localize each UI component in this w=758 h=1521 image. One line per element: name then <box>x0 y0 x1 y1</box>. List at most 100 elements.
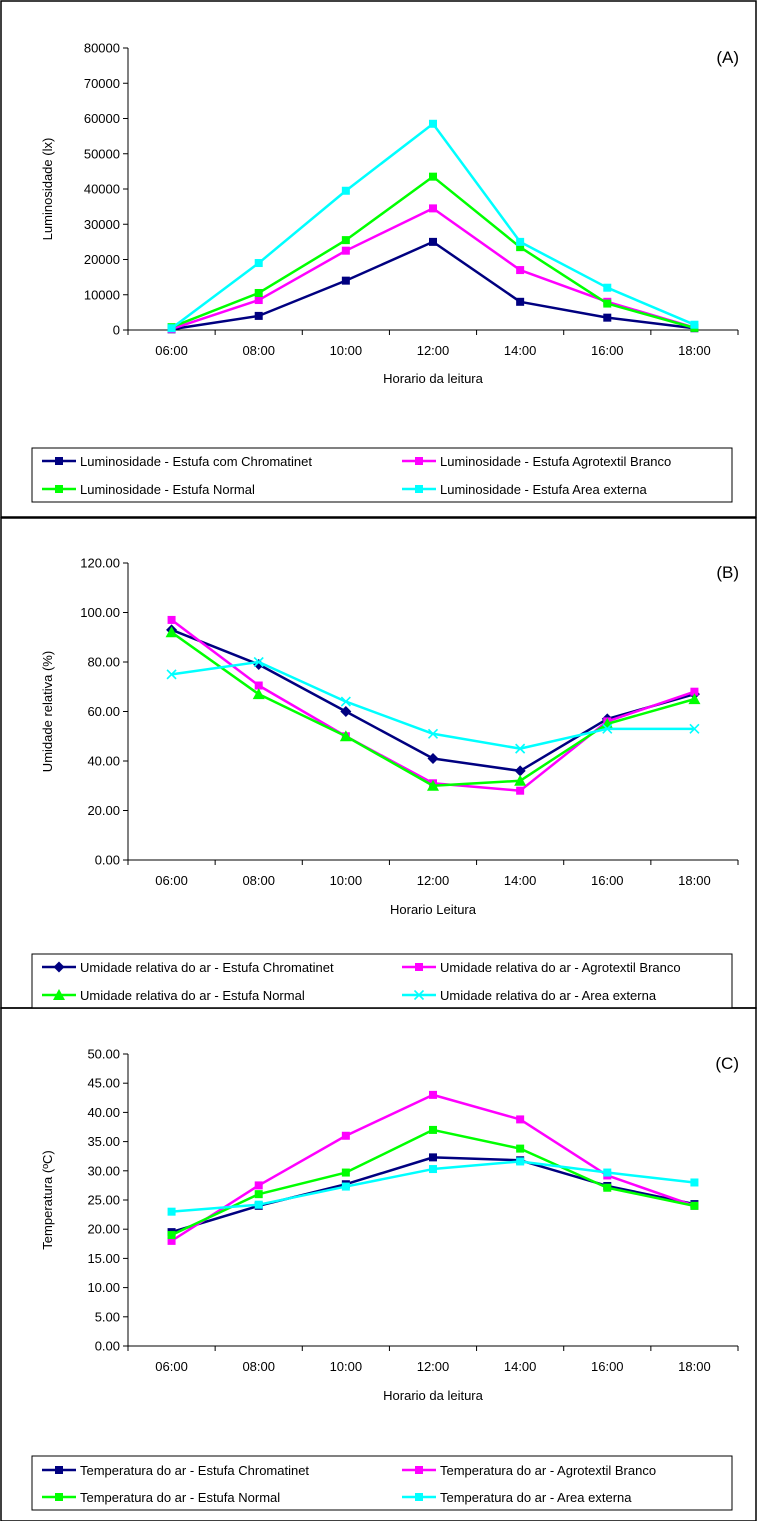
panel-c: 0.00 5.00 10.00 15.00 20.00 25.00 30.00 35.00 40… <box>0 1007 757 1521</box>
panel-0-y-tick-label: 70000 <box>84 76 120 91</box>
panel-1-series-3-point <box>166 669 177 680</box>
panel-2-y-tick-label: 15.00 <box>87 1251 120 1266</box>
panel-2-x-tick-label: 10:00 <box>330 1359 363 1374</box>
panel-0-series-3-point <box>603 283 612 292</box>
panel-0-y-tick-label: 50000 <box>84 146 120 161</box>
panel-1-y-axis-title: Umidade relativa (%) <box>40 651 55 772</box>
panel-1-y-tick-label: 120.00 <box>80 556 120 571</box>
panel-0-series-0-point <box>341 276 350 285</box>
panel-0-legend-box <box>31 447 733 503</box>
panel-1-y-tick-label: 100.00 <box>80 605 120 620</box>
panel-0-series-2-point <box>603 299 612 308</box>
panel-1-x-tick-label: 06:00 <box>155 873 188 888</box>
panel-0-series-3-point <box>429 119 437 128</box>
panel-2-y-tick-label: 40.00 <box>87 1105 120 1120</box>
panel-0-legend-marker-0 <box>55 457 63 465</box>
panel-1-series-0-point <box>340 706 352 717</box>
panel-2-series-3-point <box>603 1168 612 1177</box>
panel-2-x-tick-label: 12:00 <box>417 1359 450 1374</box>
panel-2-y-tick-label: 50.00 <box>87 1047 120 1062</box>
panel-0-legend-label-2: Luminosidade - Estufa Normal <box>80 482 255 497</box>
panel-1-series-3-line <box>171 660 695 750</box>
panel-0-y-tick-label: 60000 <box>84 111 120 126</box>
panel-0-panel-label: (A) <box>716 48 739 67</box>
panel-0-y-tick-label: 80000 <box>84 41 120 56</box>
panel-1-legend-box <box>31 953 733 1009</box>
panel-0-x-tick-label: 08:00 <box>242 343 275 358</box>
panel-2-x-tick-label: 14:00 <box>504 1359 537 1374</box>
panel-1-series-3-point <box>340 696 351 707</box>
panel-2-series-1-point <box>254 1181 263 1190</box>
panel-2-x-tick-label: 08:00 <box>242 1359 275 1374</box>
panel-0-series-3-point <box>516 237 525 246</box>
panel-1-y-tick-label: 40.00 <box>87 754 120 769</box>
panel-1-series-0-point <box>427 753 439 765</box>
panel-2-y-tick-label: 20.00 <box>87 1222 120 1237</box>
panel-2-y-tick-label: 30.00 <box>87 1163 120 1178</box>
panel-b: 0.00 20.00 40.00 60.00 80.00 100.00 120.00 06:0… <box>0 517 757 1009</box>
panel-2-series-2-line <box>171 1128 695 1237</box>
panel-1-x-tick-label: 14:00 <box>504 873 537 888</box>
panel-1-series-0-line <box>171 628 695 773</box>
panel-0-series-2-point <box>341 236 350 245</box>
panel-1-series-2-point <box>514 774 527 786</box>
panel-2-series-3-point <box>516 1157 525 1166</box>
panel-2-legend-marker-1 <box>415 1466 423 1474</box>
panel-2-y-tick-label: 5.00 <box>95 1309 120 1324</box>
panel-2-legend-box <box>31 1455 733 1511</box>
panel-2-legend-label-3: Temperatura do ar - Area externa <box>440 1490 632 1505</box>
panel-0-series-1-point <box>254 296 263 305</box>
panel-1-y-tick-label: 20.00 <box>87 803 120 818</box>
panel-2-legend-marker-0 <box>55 1466 63 1474</box>
panel-2-series-1-point <box>516 1115 525 1124</box>
panel-2-series-2-point <box>167 1231 176 1240</box>
panel-0-y-tick-label: 0 <box>113 323 120 338</box>
panel-1-legend-label-3: Umidade relativa do ar - Area externa <box>440 988 657 1003</box>
panel-0-series-1-point <box>341 246 350 255</box>
panel-1-series-2-point <box>427 779 439 791</box>
panel-1-legend-marker-3 <box>413 989 425 1001</box>
panel-1-series-3-point <box>515 743 526 754</box>
panel-0-series-1-point <box>516 266 525 275</box>
panel-0-legend-marker-2 <box>55 485 63 493</box>
panel-2-legend-label-0: Temperatura do ar - Estufa Chromatinet <box>80 1463 309 1478</box>
panel-1-legend-label-2: Umidade relativa do ar - Estufa Normal <box>80 988 305 1003</box>
panel-0-x-axis-title: Horario da leitura <box>383 371 483 386</box>
panel-0-legend-label-1: Luminosidade - Estufa Agrotextil Branco <box>440 454 671 469</box>
panel-2-x-axis-title: Horario da leitura <box>383 1388 483 1403</box>
panel-1-series-1-point <box>690 687 699 696</box>
panel-1-series-1-point <box>516 786 525 795</box>
panel-0-series-3-point <box>254 259 263 268</box>
panel-1-series-2-point <box>339 730 352 742</box>
panel-1-series-2-point <box>252 688 265 700</box>
panel-2-x-tick-label: 18:00 <box>678 1359 711 1374</box>
panel-1-x-tick-label: 16:00 <box>591 873 624 888</box>
panel-2-series-2-point <box>429 1125 437 1134</box>
panel-1-series-3-point <box>253 656 264 668</box>
panel-0-legend-label-3: Luminosidade - Estufa Area externa <box>440 482 647 497</box>
panel-2-series-2-point <box>516 1144 525 1153</box>
panel-0-series-2-point <box>254 288 263 297</box>
panel-1-legend-marker-2 <box>53 989 65 1000</box>
panel-1-series-0-point <box>514 765 526 777</box>
panel-1-x-axis-title: Horario Leitura <box>390 902 477 917</box>
panel-1-series-1-point <box>254 681 263 690</box>
panel-0-x-tick-label: 12:00 <box>417 343 450 358</box>
panel-2-series-2-point <box>603 1183 612 1192</box>
panel-2-series-2-point <box>254 1190 263 1199</box>
panel-1-series-2-point <box>165 626 178 638</box>
panel-0-series-3-point <box>341 186 350 195</box>
panel-0-series-0-line <box>171 240 695 331</box>
panel-0-series-3-point <box>690 320 699 329</box>
panel-0-legend-label-0: Luminosidade - Estufa com Chromatinet <box>80 454 312 469</box>
panel-1-legend-label-0: Umidade relativa do ar - Estufa Chromati… <box>80 960 334 975</box>
panel-0-series-2-point <box>429 172 437 181</box>
panel-2-frame <box>0 1007 757 1521</box>
panel-1-series-2-point <box>688 693 701 705</box>
panel-2-legend-label-1: Temperatura do ar - Agrotextil Branco <box>440 1463 656 1478</box>
panel-2-panel-label: (C) <box>715 1054 739 1073</box>
panel-2-series-2-point <box>690 1201 699 1210</box>
panel-2-y-axis-title: Temperatura (ºC) <box>40 1150 55 1249</box>
panel-1-y-tick-label: 80.00 <box>87 655 120 670</box>
